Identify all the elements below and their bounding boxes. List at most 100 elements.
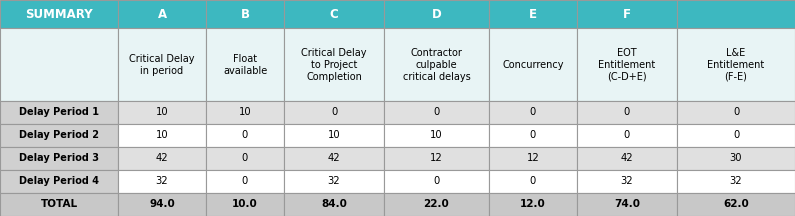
- Text: 0: 0: [433, 107, 440, 118]
- Bar: [0, 28, 118, 101]
- Bar: [118, 0, 206, 28]
- Text: A: A: [157, 8, 167, 21]
- Bar: [0, 193, 118, 216]
- Text: 0: 0: [530, 107, 536, 118]
- Bar: [677, 170, 795, 193]
- Bar: [577, 0, 677, 28]
- Text: 0: 0: [433, 176, 440, 186]
- Text: Critical Delay
in period: Critical Delay in period: [130, 54, 195, 76]
- Bar: [489, 124, 577, 147]
- Bar: [118, 193, 206, 216]
- Bar: [489, 170, 577, 193]
- Bar: [206, 124, 284, 147]
- Bar: [384, 101, 489, 124]
- Bar: [284, 170, 384, 193]
- Text: TOTAL: TOTAL: [41, 200, 78, 210]
- Text: 32: 32: [328, 176, 340, 186]
- Text: 12: 12: [526, 153, 539, 164]
- Bar: [384, 28, 489, 101]
- Text: 12: 12: [430, 153, 443, 164]
- Bar: [384, 193, 489, 216]
- Text: 32: 32: [156, 176, 169, 186]
- Bar: [206, 193, 284, 216]
- Text: 42: 42: [156, 153, 169, 164]
- Bar: [384, 170, 489, 193]
- Bar: [489, 101, 577, 124]
- Bar: [0, 124, 118, 147]
- Bar: [577, 124, 677, 147]
- Bar: [284, 147, 384, 170]
- Bar: [677, 0, 795, 28]
- Bar: [677, 101, 795, 124]
- Bar: [677, 28, 795, 101]
- Bar: [206, 101, 284, 124]
- Text: 0: 0: [242, 130, 248, 140]
- Bar: [577, 101, 677, 124]
- Text: D: D: [432, 8, 441, 21]
- Bar: [384, 124, 489, 147]
- Bar: [384, 147, 489, 170]
- Text: 62.0: 62.0: [723, 200, 749, 210]
- Text: 0: 0: [331, 107, 337, 118]
- Text: 42: 42: [328, 153, 340, 164]
- Text: 0: 0: [530, 130, 536, 140]
- Text: 22.0: 22.0: [424, 200, 449, 210]
- Bar: [577, 28, 677, 101]
- Text: Concurrency: Concurrency: [502, 60, 564, 70]
- Text: E: E: [529, 8, 537, 21]
- Text: 30: 30: [730, 153, 743, 164]
- Bar: [0, 147, 118, 170]
- Bar: [118, 124, 206, 147]
- Bar: [677, 147, 795, 170]
- Text: Contractor
culpable
critical delays: Contractor culpable critical delays: [402, 48, 471, 82]
- Bar: [489, 28, 577, 101]
- Text: 10: 10: [430, 130, 443, 140]
- Bar: [284, 0, 384, 28]
- Text: 12.0: 12.0: [520, 200, 546, 210]
- Bar: [0, 101, 118, 124]
- Bar: [118, 170, 206, 193]
- Text: 0: 0: [530, 176, 536, 186]
- Text: 0: 0: [733, 107, 739, 118]
- Bar: [206, 147, 284, 170]
- Bar: [677, 124, 795, 147]
- Bar: [677, 193, 795, 216]
- Bar: [284, 124, 384, 147]
- Text: 32: 32: [621, 176, 634, 186]
- Text: 10.0: 10.0: [232, 200, 258, 210]
- Bar: [489, 147, 577, 170]
- Text: 0: 0: [624, 107, 630, 118]
- Bar: [284, 193, 384, 216]
- Bar: [489, 193, 577, 216]
- Text: 0: 0: [242, 153, 248, 164]
- Text: 94.0: 94.0: [149, 200, 175, 210]
- Bar: [118, 101, 206, 124]
- Bar: [0, 170, 118, 193]
- Bar: [118, 147, 206, 170]
- Text: EOT
Entitlement
(C-D+E): EOT Entitlement (C-D+E): [599, 48, 656, 82]
- Text: Float
available: Float available: [223, 54, 267, 76]
- Text: Delay Period 4: Delay Period 4: [19, 176, 99, 186]
- Text: Delay Period 1: Delay Period 1: [19, 107, 99, 118]
- Text: 10: 10: [328, 130, 340, 140]
- Bar: [577, 193, 677, 216]
- Text: Delay Period 2: Delay Period 2: [19, 130, 99, 140]
- Bar: [118, 28, 206, 101]
- Text: SUMMARY: SUMMARY: [25, 8, 93, 21]
- Bar: [206, 28, 284, 101]
- Text: 84.0: 84.0: [321, 200, 347, 210]
- Text: 10: 10: [238, 107, 251, 118]
- Text: L&E
Entitlement
(F-E): L&E Entitlement (F-E): [708, 48, 765, 82]
- Text: 74.0: 74.0: [614, 200, 640, 210]
- Text: 0: 0: [733, 130, 739, 140]
- Bar: [206, 170, 284, 193]
- Text: 42: 42: [621, 153, 634, 164]
- Bar: [206, 0, 284, 28]
- Bar: [577, 147, 677, 170]
- Bar: [577, 170, 677, 193]
- Text: 10: 10: [156, 130, 169, 140]
- Text: Critical Delay
to Project
Completion: Critical Delay to Project Completion: [301, 48, 366, 82]
- Text: C: C: [330, 8, 339, 21]
- Text: 0: 0: [624, 130, 630, 140]
- Bar: [284, 28, 384, 101]
